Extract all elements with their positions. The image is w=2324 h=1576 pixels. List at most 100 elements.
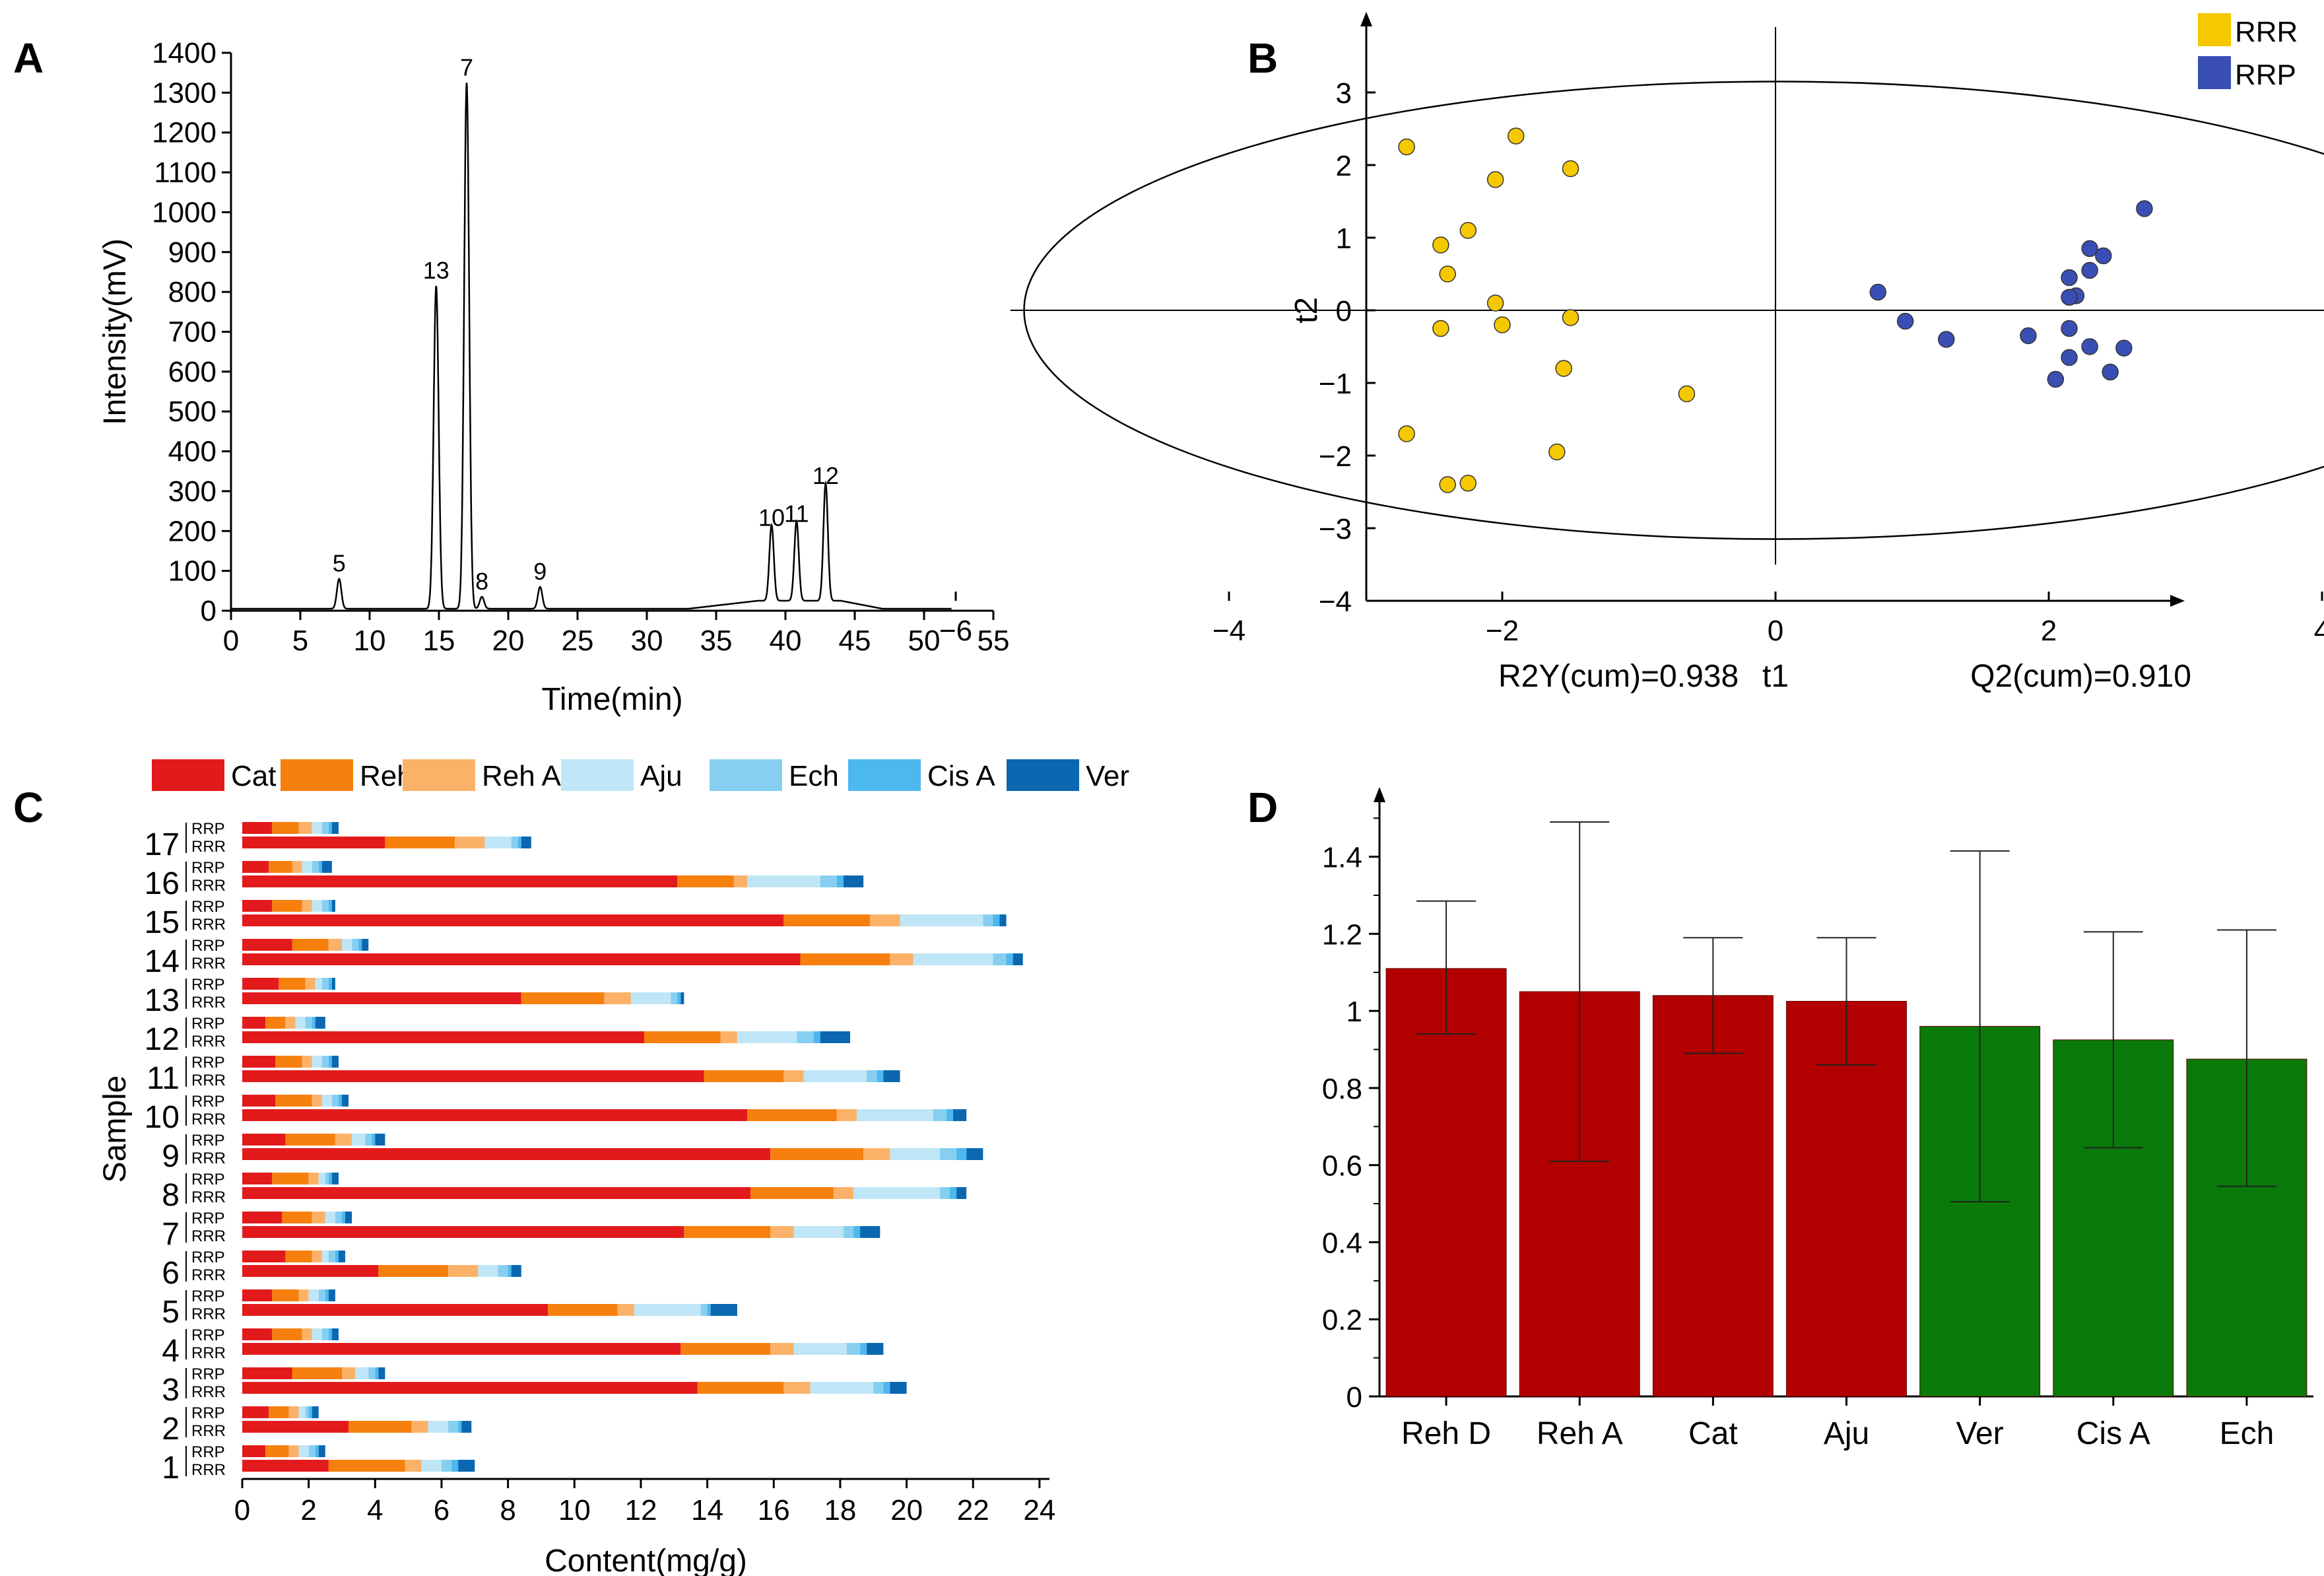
a-x-tick-label: 25 xyxy=(562,625,594,657)
c-row-tag-rrp: RRP xyxy=(191,898,225,916)
c-bar-segment xyxy=(321,1251,329,1262)
c-bar-segment xyxy=(455,837,485,848)
c-bar-segment xyxy=(870,914,900,926)
c-bar-segment xyxy=(853,1187,940,1199)
c-bar-segment xyxy=(302,1328,312,1340)
c-bar-segment xyxy=(375,1134,385,1146)
c-legend-swatch xyxy=(848,759,921,791)
c-x-tick-label: 8 xyxy=(500,1494,515,1526)
c-legend-swatch xyxy=(561,759,634,791)
c-sample-label: 9 xyxy=(162,1139,180,1174)
c-bar-segment xyxy=(630,992,671,1004)
c-legend-label: Ver xyxy=(1086,760,1129,792)
a-peak-label: 10 xyxy=(758,504,785,531)
c-bar-segment xyxy=(349,1421,412,1433)
c-bar-segment xyxy=(953,1109,967,1121)
c-bar-segment xyxy=(521,992,605,1004)
b-point-rrr xyxy=(1439,265,1456,283)
c-bar-segment xyxy=(328,1460,405,1472)
c-bar-segment xyxy=(883,1382,890,1394)
c-sample-label: 13 xyxy=(145,983,180,1018)
c-sample-label: 10 xyxy=(145,1100,180,1135)
panel-label-a: A xyxy=(13,34,44,82)
c-bar-segment xyxy=(242,875,678,887)
c-bar-segment xyxy=(305,1406,309,1418)
a-x-axis-title: Time(min) xyxy=(541,682,682,717)
c-bar-segment xyxy=(677,992,681,1004)
c-row-tag-rrr: RRR xyxy=(191,1033,226,1050)
c-bar-segment xyxy=(282,1212,312,1223)
c-bar-segment xyxy=(1013,953,1023,965)
c-bar-segment xyxy=(302,900,312,912)
c-bar-segment xyxy=(448,1421,459,1433)
d-y-tick-label: 1.4 xyxy=(1322,842,1362,874)
d-x-tick-label: Cat xyxy=(1688,1416,1738,1451)
c-bar-segment xyxy=(328,822,332,834)
c-bar-segment xyxy=(269,861,292,873)
c-bar-segment xyxy=(820,1031,851,1043)
c-bar-segment xyxy=(242,1265,379,1277)
c-bar-segment xyxy=(783,1382,811,1394)
c-x-tick-label: 10 xyxy=(558,1494,591,1526)
b-y-tick-label: −2 xyxy=(1319,440,1352,473)
a-y-tick-label: 400 xyxy=(168,436,216,468)
c-bar-segment xyxy=(298,1445,309,1457)
c-bar-segment xyxy=(331,1173,339,1184)
a-peak-label: 5 xyxy=(333,550,346,577)
b-point-rrr xyxy=(1459,222,1477,239)
c-x-tick-label: 2 xyxy=(300,1494,316,1526)
c-bar-segment xyxy=(328,900,332,912)
b-x-tick-label: −6 xyxy=(939,615,972,647)
a-peak-label: 8 xyxy=(475,568,488,595)
c-bar-segment xyxy=(292,861,302,873)
b-point-rrr xyxy=(1432,236,1449,254)
d-x-tick-label: Ver xyxy=(1956,1416,2004,1451)
c-row-tag-rrr: RRR xyxy=(191,955,226,973)
c-bar-segment xyxy=(677,875,734,887)
c-bar-segment xyxy=(770,1148,864,1160)
c-bar-segment xyxy=(328,1056,332,1068)
c-row-tag-rrp: RRP xyxy=(191,937,225,955)
c-bar-segment xyxy=(720,1031,737,1043)
c-legend-label: Cat xyxy=(231,760,276,792)
c-bar-segment xyxy=(863,1148,890,1160)
b-point-rrp xyxy=(2115,339,2133,357)
c-bar-segment xyxy=(993,953,1007,965)
c-bar-segment xyxy=(312,822,322,834)
c-bar-segment xyxy=(312,1017,315,1029)
c-bar-segment xyxy=(242,1421,349,1433)
c-bar-segment xyxy=(411,1421,428,1433)
c-row-tag-rrp: RRP xyxy=(191,1132,225,1149)
a-y-tick-label: 1200 xyxy=(152,117,216,149)
b-point-rrp xyxy=(1938,331,1955,348)
c-bar-segment xyxy=(312,861,319,873)
c-bar-segment xyxy=(836,1109,857,1121)
c-bar-segment xyxy=(913,953,993,965)
b-point-rrp xyxy=(2081,240,2098,257)
c-bar-segment xyxy=(484,837,512,848)
c-row-tag-rrp: RRP xyxy=(191,1404,225,1422)
a-y-tick-label: 200 xyxy=(168,515,216,547)
chromatogram-panel: 0100200300400500600700800900100011001200… xyxy=(98,37,1009,717)
c-x-tick-label: 14 xyxy=(691,1494,723,1526)
c-row-tag-rrr: RRR xyxy=(191,1188,226,1206)
c-bar-segment xyxy=(700,1304,708,1316)
c-bar-segment xyxy=(308,1173,319,1184)
a-y-tick-label: 800 xyxy=(168,276,216,308)
b-point-rrr xyxy=(1555,360,1572,377)
c-bar-segment xyxy=(993,914,1000,926)
c-row-tag-rrp: RRP xyxy=(191,1171,225,1188)
a-peak-label: 12 xyxy=(813,462,839,489)
c-bar-segment xyxy=(312,1328,322,1340)
c-bar-segment xyxy=(867,1343,884,1355)
c-y-axis-title: Sample xyxy=(98,1076,133,1183)
b-point-rrr xyxy=(1439,476,1456,493)
b-point-rrp xyxy=(2061,349,2078,366)
c-legend-swatch xyxy=(1007,759,1079,791)
d-y-arrow xyxy=(1374,787,1385,802)
c-bar-segment xyxy=(747,1109,837,1121)
c-row-tag-rrp: RRP xyxy=(191,1210,225,1227)
a-y-tick-label: 700 xyxy=(168,316,216,349)
